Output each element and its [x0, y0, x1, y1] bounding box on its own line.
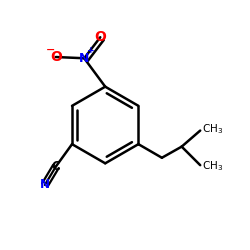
Text: C: C [52, 160, 60, 173]
Text: O: O [50, 50, 62, 64]
Text: N: N [40, 178, 50, 192]
Text: N: N [79, 52, 90, 65]
Text: CH$_3$: CH$_3$ [202, 123, 224, 136]
Text: O: O [94, 30, 106, 44]
Text: +: + [87, 46, 95, 55]
Text: −: − [46, 44, 55, 54]
Text: CH$_3$: CH$_3$ [202, 159, 224, 173]
